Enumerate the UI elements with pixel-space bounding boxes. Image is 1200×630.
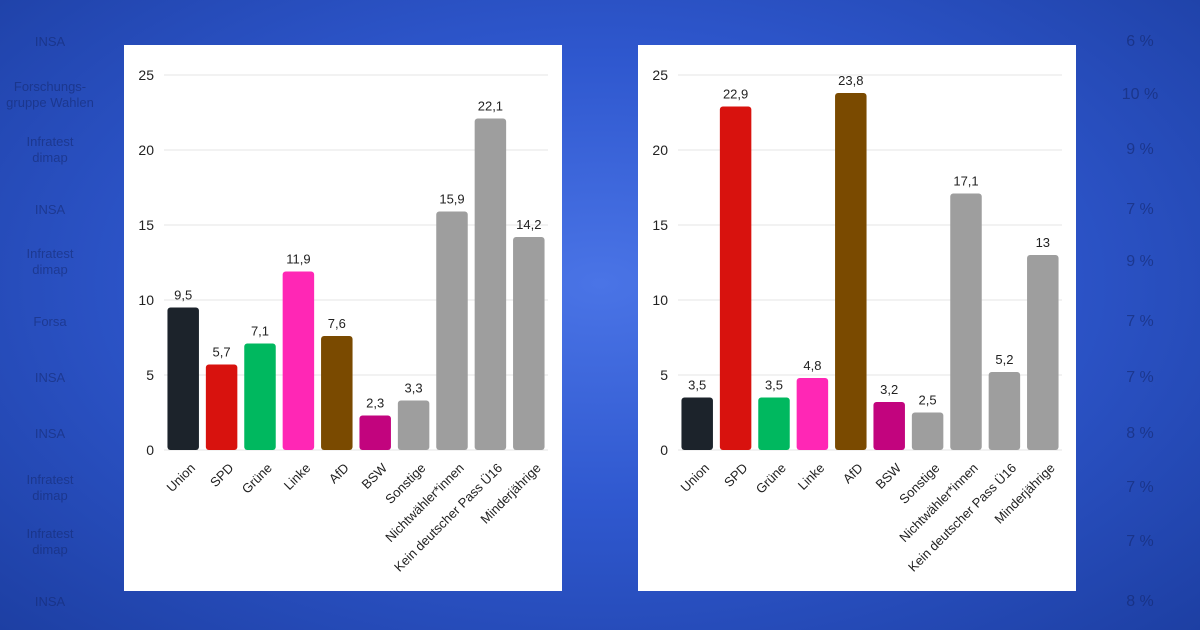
data-label: 13 [1036, 235, 1050, 250]
background-source-label: INSA [34, 370, 66, 385]
background-percent-value: 7 % [1126, 369, 1154, 386]
bar [244, 343, 276, 450]
category-label: Union [677, 460, 712, 495]
bar [911, 412, 944, 450]
y-tick-label: 15 [652, 217, 668, 233]
left-bar-chart: 0 5 10 15 20 25 9,5 Union 5,7 SPD 7,1 Grüne 11,9 Link… [138, 67, 548, 575]
background-percent-value: 7 % [1126, 533, 1154, 550]
y-tick-label: 25 [138, 67, 154, 83]
right-chart-panel: 0 5 10 15 20 25 3,5 Union 22,9 SPD 3,5 Grüne 4,8 Link… [638, 45, 1076, 591]
bar [835, 93, 867, 450]
bar [719, 106, 752, 450]
data-label: 7,1 [251, 324, 269, 339]
category-label: AfD [840, 460, 866, 486]
data-label: 7,6 [328, 316, 346, 331]
background-percent-value: 8 % [1126, 593, 1154, 610]
bar [436, 211, 468, 450]
data-label: 3,5 [688, 378, 706, 393]
category-label: Grüne [753, 460, 789, 496]
y-tick-label: 5 [146, 367, 154, 383]
data-label: 22,9 [723, 87, 748, 102]
y-tick-label: 5 [660, 367, 668, 383]
background-source-label: Infratest dimap [26, 246, 74, 277]
bar [1027, 255, 1059, 450]
background-source-label: Infratest dimap [26, 526, 74, 557]
bar [796, 378, 829, 450]
background-percent-value: 8 % [1126, 425, 1154, 442]
data-label: 15,9 [439, 192, 464, 207]
background-source-label: Forschungs-gruppe Wahlen [6, 79, 94, 110]
data-label: 5,7 [213, 345, 231, 360]
category-label: BSW [873, 460, 905, 492]
background-percent-value: 7 % [1126, 313, 1154, 330]
y-tick-label: 20 [138, 142, 154, 158]
category-label: Grüne [239, 460, 275, 496]
y-tick-label: 20 [652, 142, 668, 158]
background-source-label: INSA [34, 426, 66, 441]
y-tick-label: 10 [652, 292, 668, 308]
background-source-label: Forsa [33, 314, 67, 329]
background-source-label: INSA [34, 34, 66, 49]
bar [167, 307, 199, 450]
right-bar-chart: 0 5 10 15 20 25 3,5 Union 22,9 SPD 3,5 Grüne 4,8 Link… [652, 67, 1062, 575]
left-chart-panel: 0 5 10 15 20 25 9,5 Union 5,7 SPD 7,1 Grüne 11,9 Link… [124, 45, 562, 591]
bar [205, 364, 238, 450]
category-label: Linke [281, 460, 314, 493]
bar [873, 402, 905, 450]
background-source-label: Infratest dimap [26, 472, 74, 503]
background-percent-value: 9 % [1126, 253, 1154, 270]
data-label: 3,2 [880, 382, 898, 397]
bar [681, 397, 713, 450]
data-label: 9,5 [174, 288, 192, 303]
data-label: 23,8 [838, 73, 863, 88]
data-label: 11,9 [286, 252, 310, 267]
category-label: SPD [721, 460, 751, 490]
y-tick-label: 0 [660, 442, 668, 458]
data-label: 4,8 [803, 358, 821, 373]
y-tick-label: 0 [146, 442, 154, 458]
category-label: Linke [795, 460, 828, 493]
background-source-label: INSA [34, 202, 66, 217]
background-percent-value: 7 % [1126, 201, 1154, 218]
data-label: 3,3 [405, 381, 423, 396]
background-percent-value: 7 % [1126, 479, 1154, 496]
background-percent-value: 9 % [1126, 141, 1154, 158]
y-tick-label: 25 [652, 67, 668, 83]
background-percent-value: 6 % [1126, 33, 1154, 50]
background-percent-value: 10 % [1121, 86, 1159, 103]
data-label: 14,2 [516, 217, 541, 232]
data-label: 17,1 [953, 174, 978, 189]
background-source-label: Infratest dimap [26, 134, 74, 165]
data-label: 22,1 [478, 99, 503, 114]
bar [758, 397, 790, 450]
data-label: 3,5 [765, 378, 783, 393]
bar [988, 372, 1021, 450]
bar [359, 415, 391, 450]
category-label: AfD [326, 460, 352, 486]
data-label: 5,2 [995, 352, 1013, 367]
category-label: BSW [359, 460, 391, 492]
bar [397, 400, 430, 450]
bar [950, 193, 982, 450]
category-label: SPD [207, 460, 237, 490]
y-tick-label: 15 [138, 217, 154, 233]
data-label: 2,3 [366, 396, 384, 411]
y-tick-label: 10 [138, 292, 154, 308]
bar [474, 118, 507, 450]
category-label: Union [163, 460, 198, 495]
bar [513, 237, 545, 450]
data-label: 2,5 [919, 393, 937, 408]
bar [321, 336, 353, 450]
background-source-label: INSA [34, 594, 66, 609]
bar [282, 271, 315, 450]
